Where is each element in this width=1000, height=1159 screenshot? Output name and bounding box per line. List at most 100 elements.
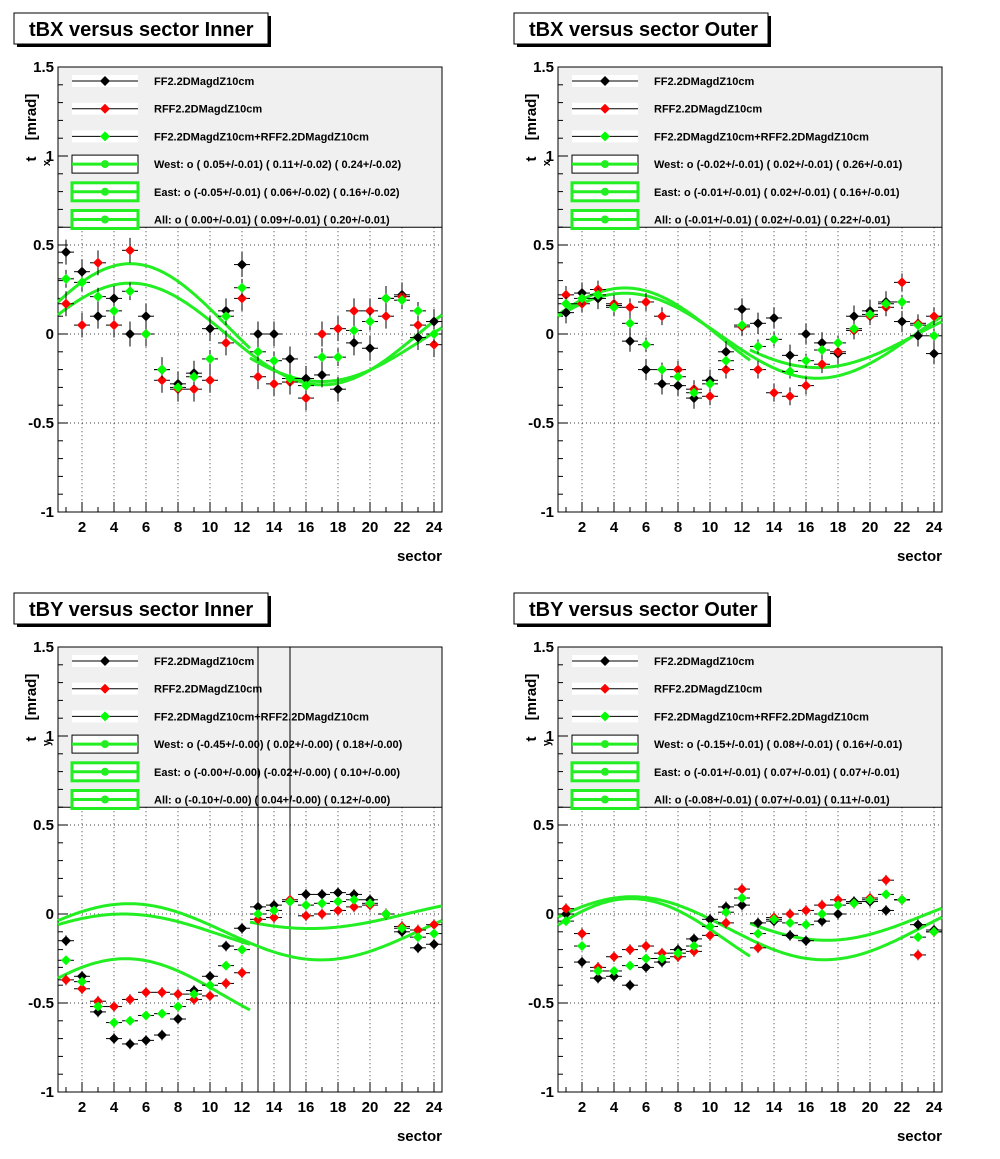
legend-entry: FF2.2DMagdZ10cm+RFF2.2DMagdZ10cm (72, 130, 369, 143)
point-marker (689, 941, 699, 952)
point-marker (93, 311, 103, 322)
legend-label: All: o (-0.10+/-0.00) ( 0.04+/-0.00) ( 0… (154, 795, 391, 807)
data-point (558, 903, 574, 914)
x-tick-label: 16 (298, 1099, 315, 1116)
data-point (702, 930, 718, 941)
data-point (314, 321, 330, 347)
data-point (878, 296, 894, 311)
chart-title-box: tBX versus sector Inner (13, 12, 271, 47)
series-green (558, 287, 942, 400)
point-marker (429, 316, 439, 327)
chart-title: tBX versus sector Outer (529, 19, 758, 41)
title-shadow-bottom (17, 44, 271, 47)
data-point (894, 310, 910, 333)
point-marker (157, 1030, 167, 1041)
grid-lines (558, 807, 942, 1092)
point-marker (349, 305, 359, 316)
data-point (282, 896, 298, 907)
data-point (378, 909, 394, 919)
point-marker (381, 293, 391, 304)
point-marker (237, 923, 247, 934)
legend-fit-marker (101, 187, 109, 196)
legend-entry: All: o (-0.10+/-0.00) ( 0.04+/-0.00) ( 0… (70, 789, 391, 810)
data-point (58, 955, 74, 966)
data-point (106, 1033, 122, 1044)
y-tick-label: 0 (546, 906, 554, 923)
data-point (638, 962, 654, 973)
data-point (122, 282, 138, 301)
legend-label: All: o (-0.08+/-0.01) ( 0.07+/-0.01) ( 0… (654, 795, 890, 807)
point-marker (77, 971, 87, 982)
data-point (718, 901, 734, 913)
fit-curve (57, 912, 251, 946)
point-marker (785, 917, 795, 928)
point-marker (253, 371, 263, 382)
legend-marker (100, 656, 110, 666)
data-point (846, 898, 862, 909)
point-marker (737, 884, 747, 895)
legend-label: FF2.2DMagdZ10cm (154, 76, 254, 88)
legend-label: FF2.2DMagdZ10cm (654, 656, 754, 668)
x-tick-label: 22 (394, 519, 411, 536)
point-marker (317, 889, 327, 900)
fit-curve (749, 906, 943, 942)
data-point (734, 317, 750, 333)
data-point (878, 905, 894, 916)
y-tick-label: 1 (46, 728, 54, 745)
x-axis-label: sector (397, 548, 442, 565)
data-point (170, 1001, 186, 1012)
point-marker (753, 942, 763, 953)
point-marker (625, 336, 635, 347)
y-tick-label: 0.5 (533, 817, 554, 834)
data-point (282, 369, 298, 388)
data-point (106, 1001, 122, 1012)
point-marker (365, 898, 375, 909)
point-marker (93, 1001, 103, 1012)
y-axis-label-sub: x (541, 159, 553, 166)
x-tick-label: 20 (362, 519, 379, 536)
point-marker (769, 387, 779, 398)
y-axis: -1 -0.5 0 0.5 1 1.5 tx [mrad] (23, 59, 68, 521)
data-point (750, 942, 766, 954)
data-point (734, 883, 750, 895)
point-marker (881, 905, 891, 916)
legend-marker (600, 656, 610, 666)
point-marker (125, 286, 135, 297)
point-marker (625, 302, 635, 313)
x-tick-label: 24 (926, 519, 943, 536)
x-tick-label: 6 (642, 1099, 650, 1116)
legend-fit-marker (101, 215, 109, 224)
data-point (74, 983, 90, 995)
point-marker (365, 316, 375, 327)
point-marker (93, 257, 103, 268)
legend-box (558, 647, 942, 808)
data-point (926, 926, 942, 937)
data-point (314, 908, 330, 920)
data-point (330, 316, 346, 342)
point-marker (593, 289, 603, 300)
point-marker (897, 316, 907, 327)
point-marker (705, 930, 715, 941)
data-point (122, 1015, 138, 1026)
x-tick-label: 12 (234, 1099, 251, 1116)
point-marker (849, 898, 859, 909)
data-point (798, 323, 814, 345)
point-marker (93, 291, 103, 302)
point-marker (785, 909, 795, 919)
point-marker (577, 941, 587, 952)
x-axis-label: sector (897, 548, 942, 565)
point-marker (237, 944, 247, 955)
point-marker (349, 325, 359, 336)
data-point (298, 376, 314, 395)
point-marker (897, 894, 907, 905)
chart-title: tBX versus sector Inner (29, 19, 254, 41)
data-point (74, 312, 90, 338)
point-marker (593, 973, 603, 984)
point-marker (109, 305, 119, 316)
point-marker (817, 916, 827, 927)
point-marker (641, 941, 651, 952)
data-point (878, 874, 894, 886)
data-point (250, 364, 266, 390)
data-point (202, 990, 218, 1002)
data-point (250, 321, 266, 347)
